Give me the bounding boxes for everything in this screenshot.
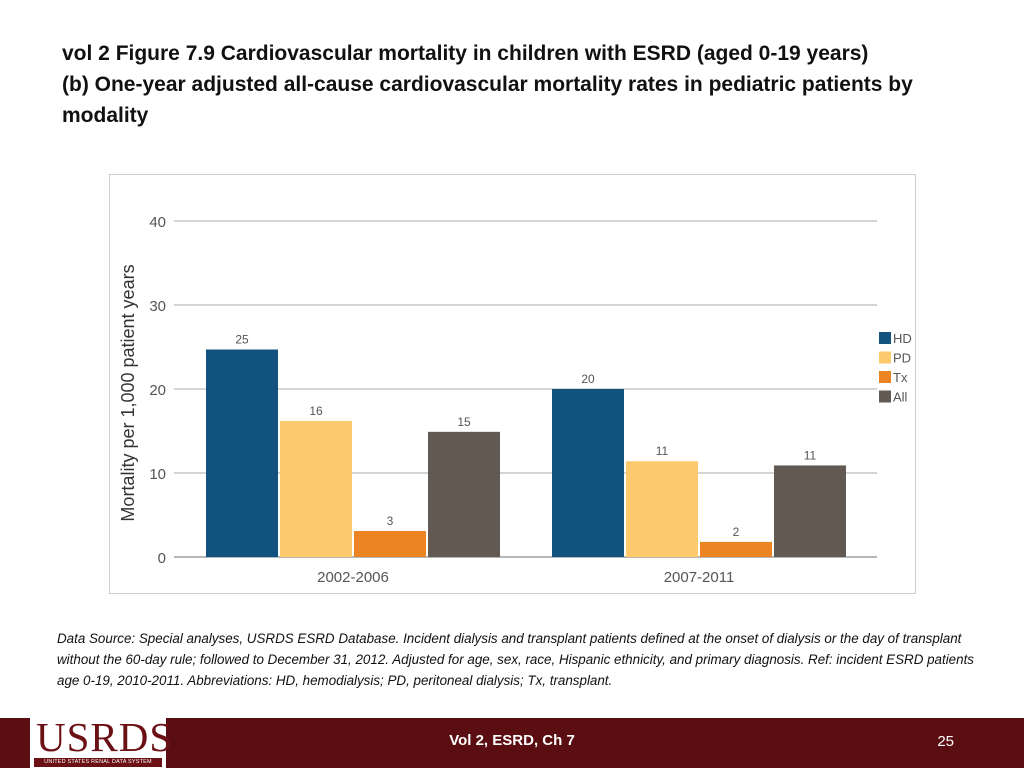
legend-label-pd: PD xyxy=(893,351,911,366)
bar-all-2007-2011 xyxy=(774,465,846,557)
data-label-all-2007-2011: 11 xyxy=(804,448,817,462)
data-label-hd-2007-2011: 20 xyxy=(581,372,595,386)
title-line-3: modality xyxy=(62,104,149,127)
legend-label-hd: HD xyxy=(893,331,912,346)
footer-bar: Vol 2, ESRD, Ch 7 25 xyxy=(0,718,1024,768)
title-line-2: (b) One-year adjusted all-cause cardiova… xyxy=(62,73,913,96)
page-number: 25 xyxy=(937,733,954,750)
data-label-tx-2007-2011: 2 xyxy=(733,525,740,539)
legend-swatch-pd xyxy=(879,351,891,364)
data-label-tx-2002-2006: 3 xyxy=(387,514,394,528)
bar-hd-2007-2011 xyxy=(552,389,624,557)
slide-title: vol 2 Figure 7.9 Cardiovascular mortalit… xyxy=(62,38,992,131)
legend-swatch-tx xyxy=(879,371,891,383)
bar-tx-2007-2011 xyxy=(700,541,772,557)
bar-pd-2007-2011 xyxy=(626,461,698,557)
footer-chapter-label: Vol 2, ESRD, Ch 7 xyxy=(449,732,575,749)
x-tick-label-2002-2006: 2002-2006 xyxy=(317,569,389,586)
bar-hd-2002-2006 xyxy=(206,349,278,557)
data-label-all-2002-2006: 15 xyxy=(457,415,471,429)
logo-wordmark: USRDS xyxy=(36,714,174,760)
y-tick-label-20: 20 xyxy=(149,382,166,399)
legend-swatch-all xyxy=(879,390,891,403)
data-source-footnote: Data Source: Special analyses, USRDS ESR… xyxy=(57,631,974,688)
y-tick-label-30: 30 xyxy=(149,298,166,315)
legend-label-tx: Tx xyxy=(893,370,908,385)
bar-tx-2002-2006 xyxy=(354,530,426,557)
y-axis-label: Mortality per 1,000 patient years xyxy=(118,264,138,521)
logo-subtitle: UNITED STATES RENAL DATA SYSTEM xyxy=(34,758,162,767)
usrds-logo: USRDS UNITED STATES RENAL DATA SYSTEM xyxy=(30,712,174,768)
title-line-1: vol 2 Figure 7.9 Cardiovascular mortalit… xyxy=(62,42,869,65)
y-tick-label-0: 0 xyxy=(158,550,166,567)
bar-all-2002-2006 xyxy=(428,431,500,557)
y-tick-label-40: 40 xyxy=(149,214,166,231)
data-label-pd-2007-2011: 11 xyxy=(656,444,669,458)
legend-swatch-hd xyxy=(879,332,891,344)
legend-label-all: All xyxy=(893,390,908,405)
bar-pd-2002-2006 xyxy=(280,420,352,557)
chart-container: 0 10 20 30 40 Mortality per 1,000 patient yea… xyxy=(109,174,916,594)
bar-chart: 0 10 20 30 40 Mortality per 1,000 patient yea… xyxy=(118,214,912,586)
x-tick-label-2007-2011: 2007-2011 xyxy=(664,569,735,586)
data-label-pd-2002-2006: 16 xyxy=(309,404,323,418)
y-tick-label-10: 10 xyxy=(149,466,166,483)
data-label-hd-2002-2006: 25 xyxy=(235,333,249,347)
